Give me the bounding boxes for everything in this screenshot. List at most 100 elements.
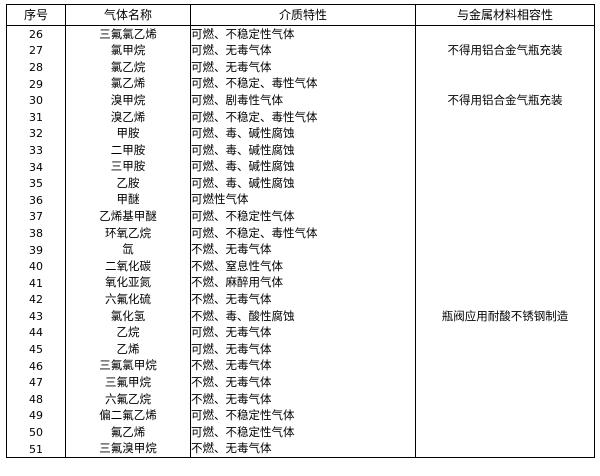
- cell-prop: 可燃、无毒气体: [190, 341, 416, 358]
- cell-name: 甲醚: [65, 191, 191, 209]
- table-row: 29 氯乙烯 可燃、不稳定、毒性气体: [6, 75, 595, 93]
- cell-prop: 可燃、不稳定性气体: [190, 208, 416, 226]
- cell-seq: 32: [6, 125, 66, 143]
- cell-seq: 34: [6, 158, 66, 176]
- cell-seq: 27: [6, 42, 66, 60]
- cell-name: 三氟氯甲烷: [65, 357, 191, 375]
- cell-name: 氯乙烷: [65, 59, 191, 76]
- cell-name: 氧化亚氮: [65, 274, 191, 292]
- cell-name: 溴乙烯: [65, 108, 191, 126]
- cell-seq: 44: [6, 324, 66, 342]
- cell-compat: [415, 158, 595, 176]
- cell-compat: [415, 258, 595, 275]
- cell-prop: 可燃、不稳定性气体: [190, 424, 416, 441]
- cell-compat: [415, 357, 595, 375]
- table-row: 35 乙胺 可燃、毒、碱性腐蚀: [6, 175, 595, 192]
- cell-prop: 不燃、无毒气体: [190, 291, 416, 309]
- cell-prop: 可燃、不稳定、毒性气体: [190, 225, 416, 242]
- cell-name: 甲胺: [65, 125, 191, 143]
- table-row: 43 氯化氢 不燃、毒、酸性腐蚀 瓶阀应用耐酸不锈钢制造: [6, 308, 595, 325]
- column-header-seq: 序号: [6, 4, 66, 26]
- table-row: 39 氙不燃、无毒气体: [6, 241, 595, 259]
- cell-name: 六氟乙烷: [65, 391, 191, 408]
- cell-prop: 可燃、毒、碱性腐蚀: [190, 158, 416, 176]
- table-row: 34 三甲胺 可燃、毒、碱性腐蚀: [6, 158, 595, 176]
- cell-name: 三氟甲烷: [65, 374, 191, 392]
- table-row: 36 甲醚 可燃性气体: [6, 191, 595, 209]
- table-row: 37 乙烯基甲醚 可燃、不稳定性气体: [6, 208, 595, 226]
- cell-prop: 不燃、无毒气体: [190, 374, 416, 392]
- table-row: 51 三氟溴甲烷 不燃、无毒气体: [6, 440, 595, 459]
- cell-seq: 35: [6, 175, 66, 192]
- cell-prop: 可燃、剧毒性气体: [190, 92, 416, 109]
- cell-name: 三氟氯乙烯: [65, 25, 191, 43]
- column-header-prop: 介质特性: [190, 4, 416, 26]
- cell-name: 氙: [65, 241, 191, 259]
- table-row: 44 乙烷 可燃、无毒气体: [6, 324, 595, 342]
- cell-seq: 26: [6, 25, 66, 43]
- cell-prop: 可燃、不稳定性气体: [190, 407, 416, 425]
- column-header-compat: 与金属材料相容性: [415, 4, 595, 26]
- table-row: 28 氯乙烷 可燃、无毒气体: [6, 59, 595, 76]
- cell-compat: [415, 407, 595, 425]
- cell-seq: 43: [6, 308, 66, 325]
- cell-compat: [415, 59, 595, 76]
- table-row: 30 溴甲烷 可燃、剧毒性气体 不得用铝合金气瓶充装: [6, 92, 595, 109]
- table-row: 47 三氟甲烷 不燃、无毒气体: [6, 374, 595, 392]
- cell-prop: 不燃、毒、酸性腐蚀: [190, 308, 416, 325]
- table-row: 48 六氟乙烷 不燃、无毒气体: [6, 391, 595, 408]
- cell-seq: 36: [6, 191, 66, 209]
- cell-name: 乙胺: [65, 175, 191, 192]
- cell-compat: [415, 374, 595, 392]
- table-row: 26 三氟氯乙烯 可燃、不稳定性气体: [6, 25, 595, 43]
- cell-compat: 不得用铝合金气瓶充装: [415, 42, 595, 60]
- cell-prop: 可燃、无毒气体: [190, 42, 416, 60]
- table-row: 42 六氟化硫 不燃、无毒气体: [6, 291, 595, 309]
- gas-properties-table-container: 序号 气体名称 介质特性 与金属材料相容性 26 三氟氯乙烯 可燃、不稳定性气体 27…: [6, 4, 595, 459]
- table-row: 46 三氟氯甲烷 不燃、无毒气体: [6, 357, 595, 375]
- cell-seq: 50: [6, 424, 66, 441]
- cell-prop: 可燃、无毒气体: [190, 324, 416, 342]
- cell-seq: 30: [6, 92, 66, 109]
- cell-compat: [415, 75, 595, 93]
- cell-prop: 不燃、无毒气体: [190, 440, 416, 459]
- cell-prop: 可燃、毒、碱性腐蚀: [190, 125, 416, 143]
- cell-compat: [415, 291, 595, 309]
- cell-seq: 40: [6, 258, 66, 275]
- table-row: 50 氟乙烯 可燃、不稳定性气体: [6, 424, 595, 441]
- cell-seq: 39: [6, 241, 66, 259]
- cell-name: 三氟溴甲烷: [65, 440, 191, 459]
- cell-prop: 不燃、无毒气体: [190, 357, 416, 375]
- cell-prop: 可燃、无毒气体: [190, 59, 416, 76]
- cell-prop: 不燃、麻醉用气体: [190, 274, 416, 292]
- table-header: 序号 气体名称 介质特性 与金属材料相容性: [6, 4, 595, 26]
- cell-compat: [415, 125, 595, 143]
- cell-seq: 51: [6, 440, 66, 459]
- table-row: 31 溴乙烯 可燃、不稳定、毒性气体: [6, 108, 595, 126]
- cell-name: 氟乙烯: [65, 424, 191, 441]
- cell-name: 三甲胺: [65, 158, 191, 176]
- cell-prop: 可燃、毒、碱性腐蚀: [190, 175, 416, 192]
- table-body: 26 三氟氯乙烯 可燃、不稳定性气体 27 氯甲烷 可燃、无毒气体 不得用铝合金气瓶充装 28…: [6, 25, 595, 459]
- cell-seq: 41: [6, 274, 66, 292]
- cell-name: 溴甲烷: [65, 92, 191, 109]
- table-row: 49 偏二氟乙烯 可燃、不稳定性气体: [6, 407, 595, 425]
- table-row: 38 环氧乙烷 可燃、不稳定、毒性气体: [6, 225, 595, 242]
- cell-compat: [415, 424, 595, 441]
- cell-compat: [415, 241, 595, 259]
- cell-seq: 31: [6, 108, 66, 126]
- cell-name: 氯乙烯: [65, 75, 191, 93]
- cell-seq: 37: [6, 208, 66, 226]
- cell-compat: [415, 274, 595, 292]
- cell-prop: 可燃、不稳定性气体: [190, 25, 416, 43]
- cell-seq: 45: [6, 341, 66, 358]
- cell-seq: 38: [6, 225, 66, 242]
- cell-seq: 28: [6, 59, 66, 76]
- cell-seq: 33: [6, 142, 66, 159]
- cell-seq: 29: [6, 75, 66, 93]
- cell-name: 六氟化硫: [65, 291, 191, 309]
- table-row: 45 乙烯 可燃、无毒气体: [6, 341, 595, 358]
- cell-name: 乙烷: [65, 324, 191, 342]
- cell-compat: [415, 208, 595, 226]
- table-row: 41 氧化亚氮 不燃、麻醉用气体: [6, 274, 595, 292]
